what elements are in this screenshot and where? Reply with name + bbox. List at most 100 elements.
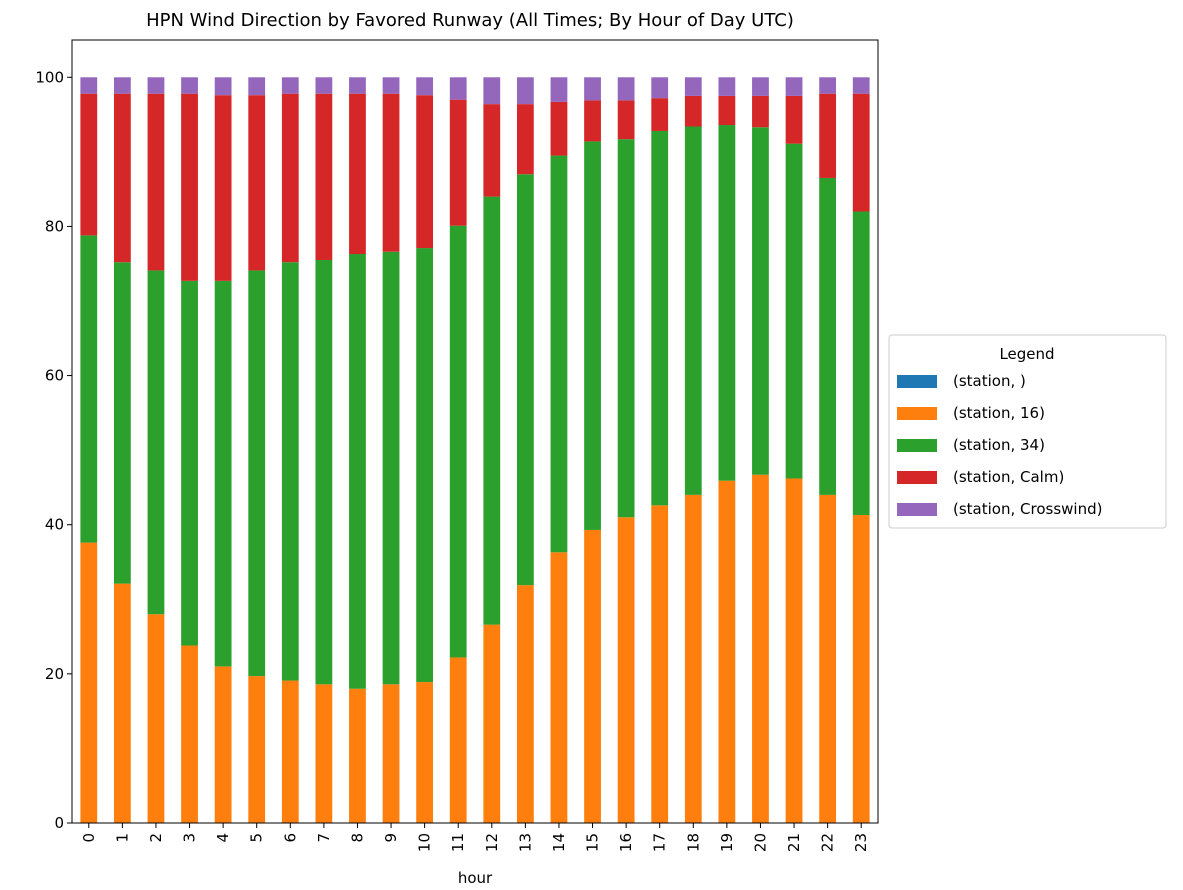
legend-swatch	[897, 407, 937, 420]
x-tick-label: 4	[214, 833, 232, 843]
bar-segment	[550, 77, 568, 102]
x-tick-label: 15	[584, 833, 602, 852]
bar-segment	[315, 77, 333, 94]
bar-segment	[349, 77, 366, 94]
bar-segment	[852, 211, 870, 516]
x-tick-label: 13	[516, 833, 534, 852]
bar-segment	[852, 93, 870, 212]
x-tick-label: 5	[248, 833, 266, 843]
bar-segment	[113, 583, 131, 823]
legend-title: Legend	[999, 345, 1054, 363]
bar-segment	[315, 684, 333, 823]
bar-segment	[852, 515, 870, 823]
x-tick-label: 3	[181, 833, 199, 843]
bar-segment	[483, 104, 501, 197]
x-tick-label: 9	[382, 833, 400, 843]
bar-segment	[852, 77, 870, 94]
bar-segment	[651, 98, 669, 131]
legend-label: (station, Crosswind)	[953, 500, 1102, 518]
bar-segment	[382, 251, 400, 685]
x-tick-label: 17	[651, 833, 669, 852]
bar-segment	[483, 624, 501, 823]
x-tick-label: 23	[852, 833, 870, 852]
bar-segment	[617, 100, 635, 140]
bar-segment	[684, 126, 702, 495]
bar-segment	[382, 93, 400, 252]
bar-segment	[315, 93, 333, 260]
x-tick-label: 0	[80, 833, 98, 843]
bar-segment	[214, 95, 232, 281]
bar-segment	[416, 248, 434, 683]
bar-segment	[617, 77, 635, 101]
bar-segment	[718, 125, 736, 481]
bar-segment	[281, 680, 299, 823]
bar-segment	[550, 552, 568, 823]
x-tick-label: 10	[416, 833, 434, 852]
bar-segment	[752, 474, 769, 823]
bar-segment	[449, 77, 467, 100]
bar-segment	[516, 174, 534, 586]
bar-segment	[718, 77, 736, 96]
chart-title: HPN Wind Direction by Favored Runway (Al…	[146, 10, 794, 31]
bar-segment	[449, 99, 467, 226]
y-tick-label: 40	[45, 516, 64, 534]
bar-segment	[617, 517, 635, 823]
bar-segment	[214, 666, 232, 823]
bar-segment	[584, 100, 601, 142]
bar-segment	[483, 196, 501, 625]
bar-segment	[214, 280, 232, 667]
bar-segment	[684, 494, 702, 823]
legend-swatch	[897, 471, 937, 484]
legend-swatch	[897, 375, 937, 388]
y-tick-label: 80	[45, 217, 64, 235]
legend-label: (station, )	[953, 372, 1026, 390]
bar-segment	[752, 127, 769, 475]
x-tick-label: 20	[751, 833, 769, 852]
bar-segment	[113, 262, 131, 584]
x-tick-label: 21	[785, 833, 803, 852]
y-tick-label: 20	[45, 665, 64, 683]
bar-segment	[416, 77, 434, 96]
bar-segment	[80, 542, 98, 823]
bar-segment	[584, 77, 601, 101]
bar-segment	[80, 93, 98, 236]
x-tick-label: 12	[483, 833, 501, 852]
bar-segment	[584, 141, 601, 530]
x-tick-label: 7	[315, 833, 333, 843]
bar-segment	[248, 676, 266, 823]
bar-segment	[584, 529, 601, 823]
bar-segment	[181, 77, 198, 94]
bar-segment	[785, 143, 803, 479]
bar-segment	[80, 235, 98, 543]
bar-segment	[281, 77, 299, 94]
bar-segment	[349, 254, 366, 689]
bar-segment	[214, 77, 232, 96]
bar-segment	[617, 139, 635, 518]
bar-segment	[684, 95, 702, 127]
bar-segment	[382, 77, 400, 94]
legend-swatch	[897, 503, 937, 516]
bar-segment	[349, 93, 366, 255]
plot-frame	[71, 39, 879, 824]
bar-segment	[785, 95, 803, 144]
bar-segment	[181, 645, 198, 823]
bar-segment	[248, 77, 266, 96]
bar-segment	[113, 93, 131, 263]
bar-segment	[684, 77, 702, 96]
bar-segment	[147, 614, 165, 823]
y-tick-label: 60	[45, 367, 64, 385]
bar-segment	[752, 77, 769, 96]
bar-segment	[281, 93, 299, 263]
bar-segment	[416, 682, 434, 823]
bar-segment	[80, 77, 98, 94]
legend-label: (station, 34)	[953, 436, 1045, 454]
bar-segment	[651, 77, 669, 99]
x-tick-label: 14	[550, 833, 568, 852]
y-tick-label: 0	[54, 814, 64, 832]
bar-segment	[718, 95, 736, 126]
x-tick-label: 2	[147, 833, 165, 843]
bar-segment	[147, 93, 165, 271]
bar-segment	[449, 657, 467, 823]
x-tick-label: 18	[684, 833, 702, 852]
